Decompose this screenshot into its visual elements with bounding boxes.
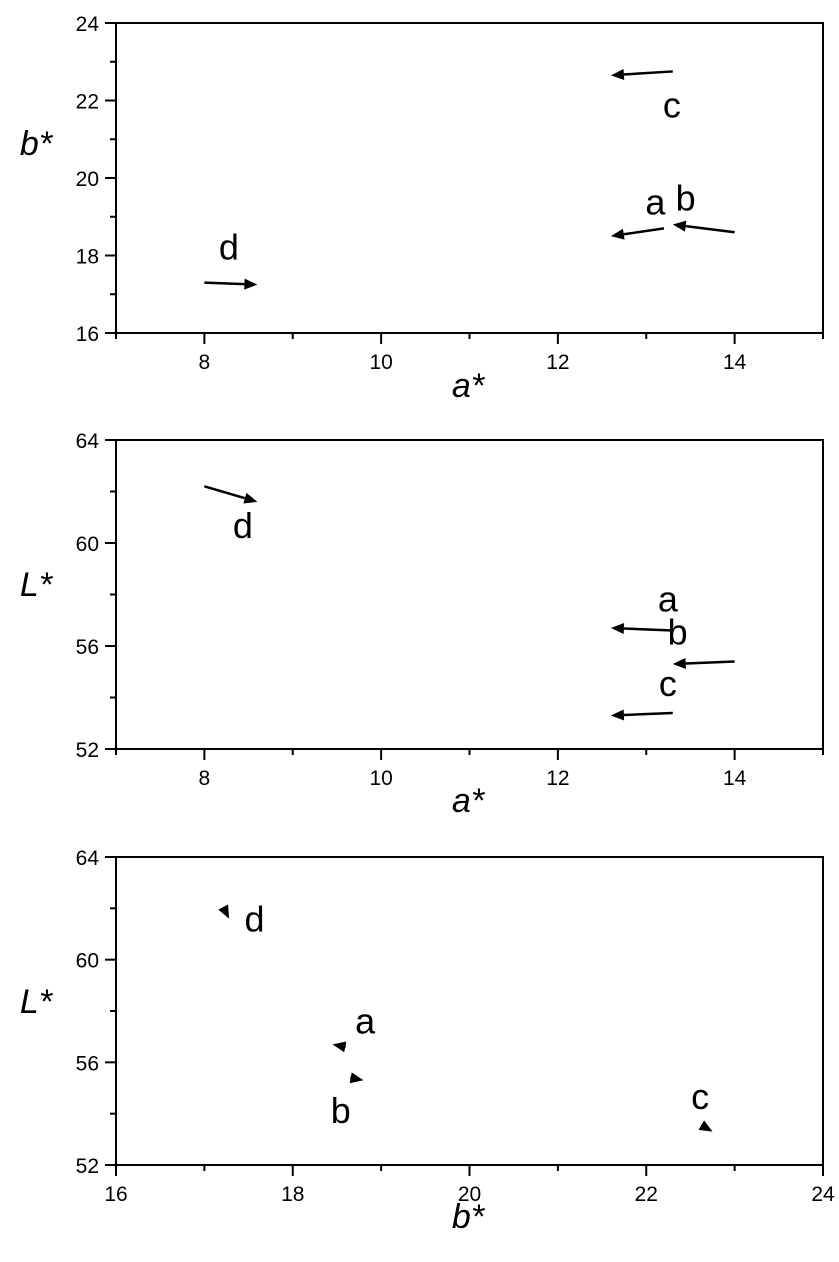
arrow-shaft <box>623 627 673 632</box>
x-axis-title: a* <box>452 782 486 820</box>
x-tick-label: 18 <box>281 1183 304 1206</box>
y-axis-title: L* <box>20 566 54 604</box>
y-tick-label: 56 <box>76 1052 99 1075</box>
arrow-label-c: c <box>663 84 681 125</box>
arrow-head <box>610 709 625 721</box>
arrow-label-b: b <box>331 1090 351 1131</box>
y-axis-title: L* <box>20 983 54 1021</box>
arrow-head <box>218 904 230 919</box>
arrow-label-a: a <box>355 1001 376 1042</box>
arrow-label-d: d <box>244 898 264 939</box>
arrow-head <box>332 1041 347 1053</box>
arrow-label-d: d <box>219 227 239 268</box>
arrow-shaft <box>204 485 246 500</box>
arrow-shaft <box>685 224 735 234</box>
arrow-label-b: b <box>676 177 696 218</box>
x-axis-title: a* <box>452 367 486 405</box>
arrow-c <box>610 709 673 721</box>
arrow-head <box>610 623 625 635</box>
arrow-a <box>332 1041 347 1053</box>
arrow-head <box>244 278 258 290</box>
y-tick-label: 60 <box>76 533 99 556</box>
y-tick-label: 22 <box>76 91 99 114</box>
panel-2: 8 10 12 14 52 56 60 64 a* L* abc d <box>20 430 824 820</box>
y-tick-label: 64 <box>76 430 100 453</box>
arrow-d <box>204 485 258 504</box>
arrow-head <box>349 1072 364 1084</box>
arrow-a <box>610 623 673 635</box>
arrow-label-d: d <box>233 505 253 546</box>
arrow-a <box>610 227 665 240</box>
arrow-b <box>349 1072 364 1084</box>
x-tick-label: 24 <box>811 1183 835 1206</box>
arrow-shaft <box>623 70 673 76</box>
y-tick-label: 60 <box>76 950 99 973</box>
arrow-c <box>698 1120 713 1132</box>
y-tick-label: 18 <box>76 246 99 269</box>
panel-1: 8 10 12 14 16 18 20 22 24 a* b* a b c d <box>20 13 824 405</box>
arrow-label-b: b <box>668 612 688 653</box>
arrow-label-c: c <box>691 1076 709 1117</box>
x-tick-label: 10 <box>369 351 392 374</box>
arrow-shaft <box>685 660 735 665</box>
y-tick-label: 64 <box>76 847 100 870</box>
x-axis-title: b* <box>452 1198 486 1236</box>
arrow-head <box>610 69 625 80</box>
arrow-shaft <box>204 281 245 286</box>
x-tick-label: 8 <box>199 767 211 790</box>
y-tick-label: 20 <box>76 168 99 191</box>
y-tick-label: 52 <box>76 739 99 762</box>
panel-3: 16 18 20 22 24 52 56 60 64 b* L* a b c d <box>20 847 835 1236</box>
arrow-c <box>610 69 673 80</box>
plot-frame <box>115 856 824 1166</box>
x-tick-label: 12 <box>546 767 569 790</box>
plot-frame <box>115 439 824 750</box>
y-tick-label: 52 <box>76 1155 99 1178</box>
arrow-head <box>672 220 687 232</box>
arrow-head <box>243 492 258 504</box>
x-tick-label: 10 <box>369 767 392 790</box>
arrow-head <box>610 228 625 240</box>
arrow-b <box>672 657 735 669</box>
arrow-d <box>204 278 258 290</box>
y-axis-title: b* <box>20 125 54 163</box>
arrow-label-c: c <box>659 663 677 704</box>
x-tick-label: 8 <box>199 351 211 374</box>
y-tick-label: 24 <box>76 13 100 36</box>
plot-frame <box>115 22 824 334</box>
x-tick-label: 14 <box>723 351 747 374</box>
arrow-label-a: a <box>658 578 679 619</box>
arrow-shaft <box>623 227 665 236</box>
y-tick-label: 16 <box>76 323 99 346</box>
x-tick-label: 16 <box>104 1183 127 1206</box>
arrow-d <box>218 904 230 919</box>
arrow-shaft <box>623 711 673 717</box>
arrow-b <box>672 220 735 234</box>
arrow-head <box>672 657 686 669</box>
x-tick-label: 14 <box>723 767 747 790</box>
x-tick-label: 20 <box>458 1183 481 1206</box>
arrow-head <box>698 1120 713 1132</box>
y-tick-label: 56 <box>76 636 99 659</box>
x-tick-label: 22 <box>635 1183 658 1206</box>
arrow-label-a: a <box>645 181 666 222</box>
x-tick-label: 12 <box>546 351 569 374</box>
